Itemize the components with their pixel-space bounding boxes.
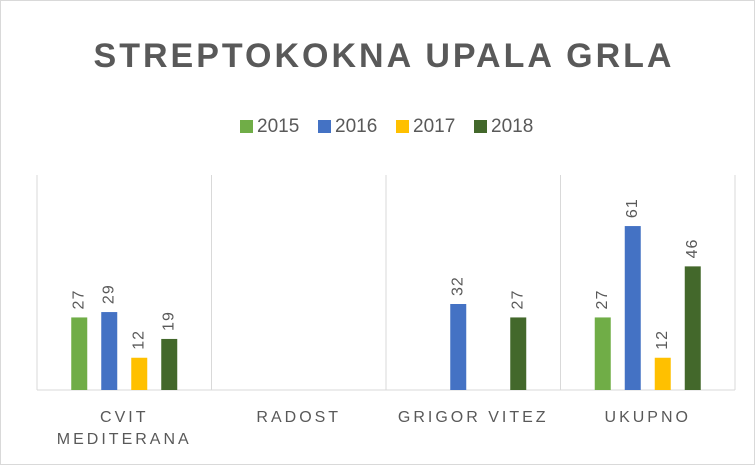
data-label: 12 — [130, 330, 147, 350]
legend-label: 2018 — [491, 116, 533, 137]
data-label: 27 — [509, 290, 526, 310]
data-label: 61 — [624, 198, 641, 218]
data-label: 12 — [654, 330, 671, 350]
bar — [594, 317, 611, 390]
bar — [131, 357, 148, 390]
x-tick-label: UKUPNO — [605, 409, 691, 426]
data-label: 19 — [160, 311, 177, 331]
bar — [101, 312, 118, 390]
data-label: 46 — [684, 239, 701, 259]
legend-swatch — [474, 120, 487, 133]
data-label: 32 — [449, 276, 466, 296]
legend-swatch — [318, 120, 331, 133]
bar — [510, 317, 527, 390]
bar — [450, 304, 467, 390]
chart-title: STREPTOKOKNA UPALA GRLA — [94, 37, 675, 75]
legend-label: 2016 — [335, 116, 377, 137]
bar — [624, 226, 641, 390]
legend-label: 2015 — [257, 116, 299, 137]
data-label: 29 — [100, 284, 117, 304]
legend-label: 2017 — [413, 116, 455, 137]
data-label: 27 — [594, 290, 611, 310]
x-tick-label: RADOST — [256, 409, 341, 426]
legend-swatch — [240, 120, 253, 133]
data-label: 27 — [70, 290, 87, 310]
bar — [684, 266, 701, 390]
bar — [161, 338, 178, 390]
x-tick-label: CVIT MEDITERANA — [57, 409, 192, 448]
x-tick-label: GRIGOR VITEZ — [398, 409, 549, 426]
bar — [654, 357, 671, 390]
bar — [71, 317, 88, 390]
legend-swatch — [396, 120, 409, 133]
